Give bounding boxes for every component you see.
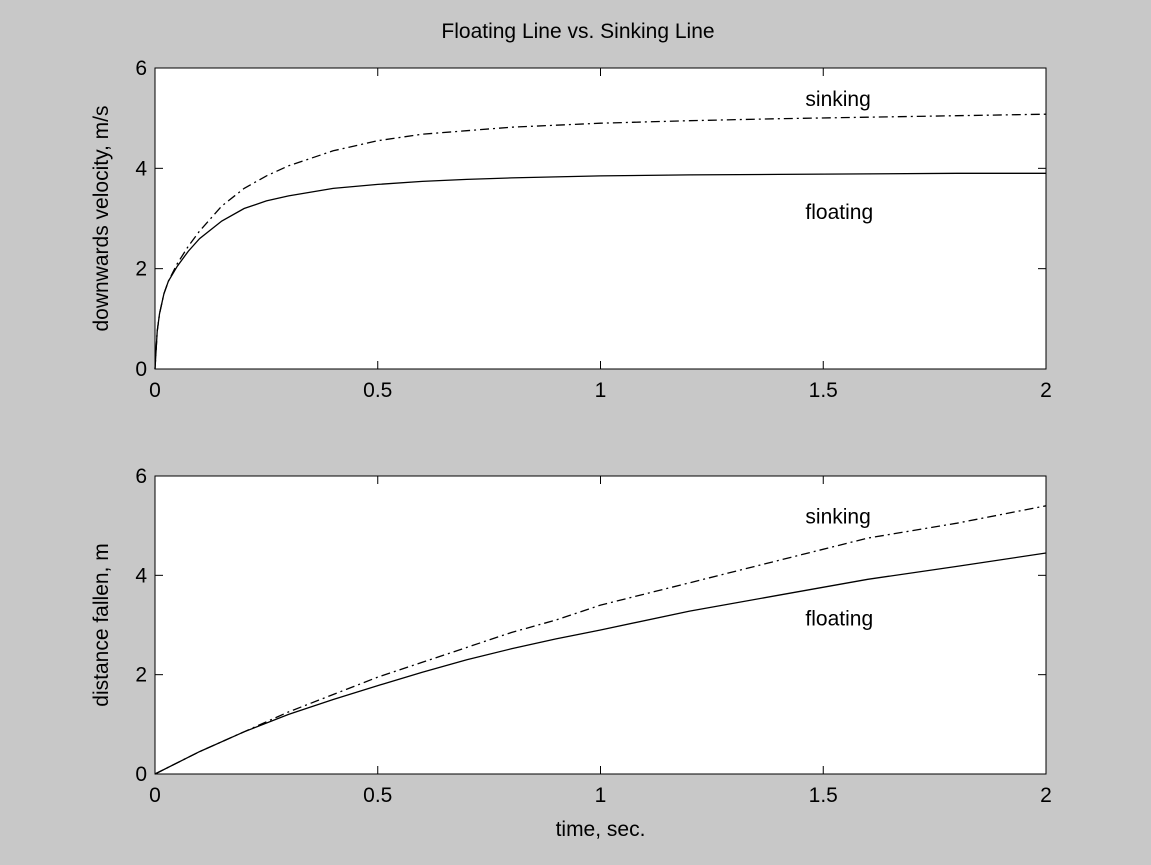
plot-2-xtick-label: 0.5 [363,784,392,807]
plot-2-ylabel: distance fallen, m [90,543,113,706]
plot-2-xtick-label: 1 [595,784,607,807]
plot-1-ytick-label: 0 [135,358,147,381]
plot-2-ytick-label: 4 [135,564,147,587]
plot-2-annotation-floating: floating [805,608,873,631]
plot-1-xtick-label: 1.5 [809,379,838,402]
plot-1-axes-box [154,67,1047,370]
plot-2-ytick-label: 6 [135,465,147,488]
plot-2-series-dashdot-line [154,505,1047,775]
plot-1-annotation-sinking: sinking [805,88,870,111]
plot-1-series-solid-line [154,172,1046,370]
plot-2-xlabel: time, sec. [556,818,646,841]
plot-2-xtick-label: 2 [1040,784,1052,807]
plot-2-ytick-label: 0 [135,763,147,786]
plot-1-ytick-label: 2 [135,258,147,281]
figure-title: Floating Line vs. Sinking Line [441,20,714,43]
plot-2-axes: 0 0.5 1 1.5 2 0 2 4 6 sinking floating distance fal… [90,465,1052,841]
plot-1-ytick-label: 4 [135,157,147,180]
plot-1-ylabel: downwards velocity, m/s [90,105,113,331]
plot-1-xtick-label: 2 [1040,379,1052,402]
plot-1-xtick-label: 1 [595,379,607,402]
plot-1-ytick-label: 6 [135,57,147,80]
plot-1-annotation-floating: floating [805,201,873,224]
plot-2-series-solid-line [154,552,1047,775]
plot-1-axes: 0 0.5 1 1.5 2 0 2 4 6 sinking floating downwards ve… [90,57,1052,402]
plot-1-xtick-label: 0.5 [363,379,392,402]
plot-2-ytick-label: 2 [135,664,147,687]
plot-2-axes-box [154,475,1047,775]
plot-2-xtick-label: 0 [149,784,161,807]
plot-1-xtick-label: 0 [149,379,161,402]
plot-2-xtick-label: 1.5 [809,784,838,807]
plot-2-annotation-sinking: sinking [805,506,870,529]
